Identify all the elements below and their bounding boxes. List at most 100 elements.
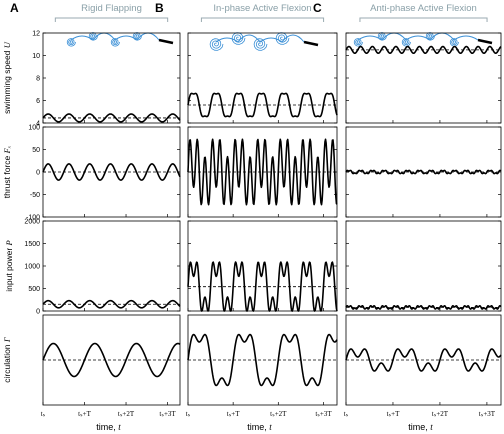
series-line-B-G <box>187 333 338 387</box>
wake-filament <box>215 34 305 43</box>
x-axis-label: time, t <box>247 422 272 432</box>
wing-body-icon <box>303 40 319 47</box>
vortex-spiral-icon <box>132 32 142 41</box>
y-axis-label-U: swimming speed U <box>2 41 12 114</box>
panel-letter-B: B <box>155 1 164 15</box>
plot-frame <box>42 220 181 312</box>
x-tick-label: tₛ <box>41 410 46 418</box>
x-tick-label: tₛ+3T <box>479 410 496 418</box>
series-line-C-F <box>345 169 502 175</box>
y-tick-label: 100 <box>28 125 40 132</box>
panel-letter-C: C <box>313 1 322 15</box>
x-tick-label: tₛ+T <box>387 410 401 418</box>
y-axis-label-P: input power P <box>4 240 14 292</box>
y-axis-symbol: Fₓ <box>2 145 12 154</box>
y-axis-symbol: Γ <box>2 336 12 343</box>
x-tick-label: tₛ+2T <box>118 410 135 418</box>
x-tick-label: tₛ <box>186 410 191 418</box>
panel-A-G <box>42 314 181 406</box>
plot-frame <box>345 220 502 312</box>
vortex-spiral-icon <box>88 32 98 41</box>
panel-C-U <box>345 32 502 124</box>
panel-title-B: In-phase Active Flexion <box>213 3 311 14</box>
vortex-spiral-icon <box>449 38 459 47</box>
vortex-spiral-icon <box>425 32 435 41</box>
vortex-spiral-icon <box>401 38 411 47</box>
panel-A-P <box>42 220 181 312</box>
x-axis-symbol: t <box>118 422 121 432</box>
y-tick-label: 0 <box>36 309 40 316</box>
series-line-A-U <box>42 113 181 123</box>
x-axis-symbol: t <box>430 422 433 432</box>
y-tick-label: 6 <box>36 98 40 105</box>
panel-A-U <box>42 32 181 124</box>
y-tick-label: -50 <box>30 192 40 199</box>
panel-letter-A: A <box>10 1 19 15</box>
series-line-C-U <box>345 45 502 55</box>
x-tick-label: tₛ+3T <box>159 410 176 418</box>
title-bracket-B <box>200 17 325 22</box>
panel-A-F <box>42 126 181 218</box>
y-axis-label-G: circulation Γ <box>2 336 12 383</box>
vortex-spiral-icon <box>110 38 120 47</box>
y-axis-symbol: U <box>2 41 12 48</box>
x-axis-label: time, t <box>96 422 121 432</box>
series-line-B-F <box>187 138 338 206</box>
vortex-spiral-icon <box>253 38 268 51</box>
panel-title-A: Rigid Flapping <box>81 3 142 14</box>
series-line-C-G <box>345 348 502 372</box>
wing-body-icon <box>158 38 174 45</box>
panel-title-C: Anti-phase Active Flexion <box>370 3 477 14</box>
y-tick-label: 12 <box>32 31 40 38</box>
series-line-A-P <box>42 299 181 309</box>
x-tick-label: tₛ+T <box>227 410 241 418</box>
y-tick-label: 8 <box>36 76 40 83</box>
x-tick-label: tₛ+3T <box>315 410 332 418</box>
series-line-C-P <box>345 304 502 310</box>
x-tick-label: tₛ+T <box>78 410 92 418</box>
panel-C-F <box>345 126 502 218</box>
x-tick-label: tₛ <box>344 410 349 418</box>
vortex-spiral-icon <box>66 38 76 47</box>
y-tick-label: 0 <box>36 170 40 177</box>
vortex-spiral-icon <box>377 32 387 41</box>
y-tick-label: 1500 <box>24 241 40 248</box>
flapper-illustration-C <box>353 32 493 47</box>
y-axis-symbol: P <box>4 240 14 246</box>
wake-filament <box>357 32 479 41</box>
panel-B-U <box>187 32 338 124</box>
series-line-B-U <box>187 92 338 118</box>
title-bracket-C <box>359 17 488 22</box>
panel-C-P <box>345 220 502 312</box>
vortex-spiral-icon <box>231 32 246 45</box>
y-tick-label: -100 <box>26 215 40 222</box>
y-tick-label: 2000 <box>24 219 40 226</box>
plot-frame <box>42 32 181 124</box>
y-tick-label: 1000 <box>24 264 40 271</box>
y-tick-label: 10 <box>32 53 40 60</box>
series-line-A-F <box>42 163 181 181</box>
y-tick-label: 50 <box>32 147 40 154</box>
y-tick-label: 500 <box>28 286 40 293</box>
panel-B-F <box>187 126 338 218</box>
wing-body-icon <box>477 38 493 45</box>
x-axis-label: time, t <box>408 422 433 432</box>
vortex-spiral-icon <box>275 32 290 45</box>
vortex-spiral-icon <box>209 38 224 51</box>
panel-B-G <box>187 314 338 406</box>
series-line-A-G <box>42 342 181 378</box>
flapper-illustration-A <box>66 32 174 47</box>
x-tick-label: tₛ+2T <box>270 410 287 418</box>
flapper-illustration-B <box>209 32 319 51</box>
series-line-B-P <box>187 261 338 312</box>
x-tick-label: tₛ+2T <box>432 410 449 418</box>
panel-C-G <box>345 314 502 406</box>
y-axis-label-F: thrust force Fₓ <box>2 145 12 198</box>
x-axis-symbol: t <box>269 422 272 432</box>
panel-B-P <box>187 220 338 312</box>
vortex-spiral-icon <box>353 38 363 47</box>
title-bracket-A <box>54 17 169 22</box>
wake-filament <box>70 32 160 41</box>
y-tick-label: 4 <box>36 121 40 128</box>
